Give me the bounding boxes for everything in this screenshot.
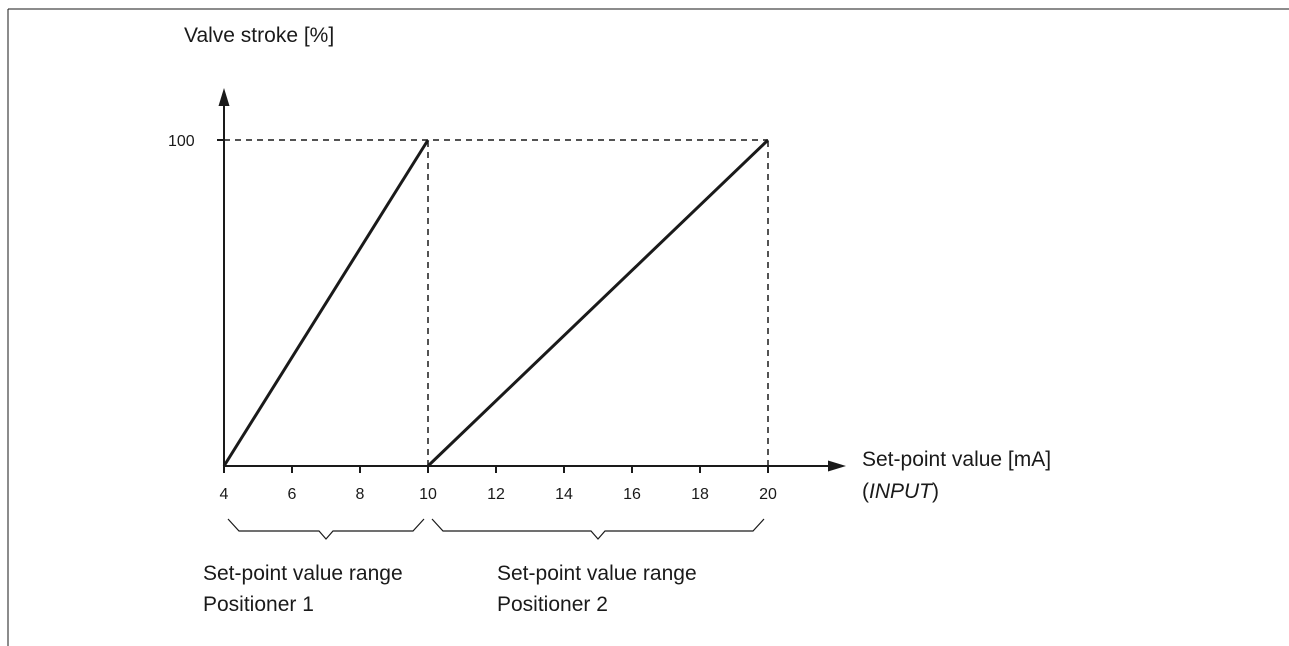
series-line-1 bbox=[222, 139, 430, 467]
x-tick-label-4: 4 bbox=[220, 486, 229, 503]
dashed-reference-lines bbox=[224, 139, 769, 466]
range-label-1-line1: Set-point value range bbox=[203, 562, 403, 585]
x-axis-ticks: 4 6 8 10 12 14 16 18 20 bbox=[220, 466, 777, 503]
x-axis-arrowhead bbox=[828, 460, 846, 472]
x-tick-label-20: 20 bbox=[759, 486, 777, 503]
range-label-2-line1: Set-point value range bbox=[497, 562, 697, 585]
x-axis-subtitle: (INPUT) bbox=[862, 480, 939, 503]
series-lines bbox=[222, 138, 770, 468]
x-tick-label-18: 18 bbox=[691, 486, 709, 503]
range-brace-1 bbox=[227, 518, 425, 540]
x-axis-title: Set-point value [mA] bbox=[862, 448, 1051, 471]
x-tick-label-10: 10 bbox=[419, 486, 437, 503]
y-axis-arrowhead bbox=[218, 88, 230, 106]
x-tick-label-8: 8 bbox=[356, 486, 365, 503]
x-axis-subtitle-italic: INPUT bbox=[869, 480, 934, 503]
x-tick-label-6: 6 bbox=[288, 486, 297, 503]
x-tick-label-14: 14 bbox=[555, 486, 573, 503]
x-axis-subtitle-close: ) bbox=[932, 480, 939, 503]
range-label-2-line2: Positioner 2 bbox=[497, 593, 608, 616]
y-axis-title: Valve stroke [%] bbox=[184, 24, 334, 47]
series-line-2 bbox=[426, 138, 770, 468]
range-braces: Set-point value range Positioner 1 Set-poi… bbox=[203, 518, 765, 616]
y-tick-label-100: 100 bbox=[168, 133, 195, 150]
x-tick-label-12: 12 bbox=[487, 486, 505, 503]
range-label-1-line2: Positioner 1 bbox=[203, 593, 314, 616]
x-axis-subtitle-open: ( bbox=[862, 480, 869, 503]
range-brace-2 bbox=[431, 518, 765, 540]
x-tick-label-16: 16 bbox=[623, 486, 641, 503]
